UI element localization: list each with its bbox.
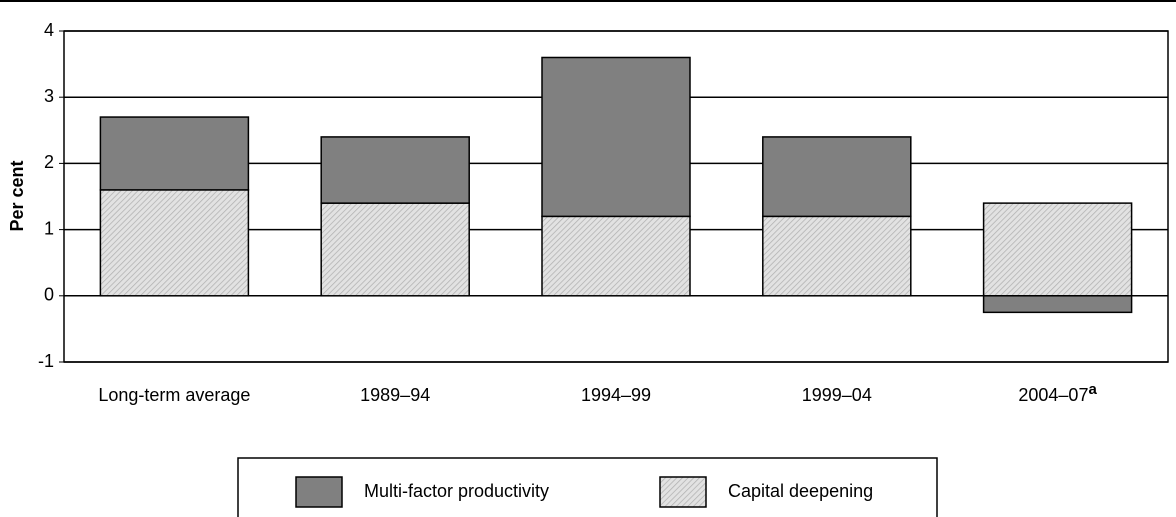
- y-axis-label: Per cent: [7, 160, 27, 231]
- x-tick-label: 1994–99: [536, 384, 696, 407]
- x-tick-label: 1999–04: [757, 384, 917, 407]
- y-tick-label: -1: [38, 351, 54, 371]
- bar-segment: [99, 189, 250, 297]
- legend-box: [237, 457, 938, 517]
- y-tick-label: 0: [44, 285, 54, 305]
- bar-segment: [99, 116, 250, 191]
- bar-segment: [320, 136, 470, 204]
- x-tick-label: Long-term average: [94, 384, 254, 407]
- legend-swatch: [659, 476, 707, 508]
- x-tick-label: 1989–94: [315, 384, 475, 407]
- y-tick-label: 3: [44, 86, 54, 106]
- category-text: 1999–04: [801, 385, 872, 405]
- y-tick-label: 1: [44, 218, 54, 238]
- bar-segment: [762, 215, 912, 297]
- bar-segment: [541, 215, 691, 297]
- plot-frame: [63, 30, 1169, 363]
- y-tick-label: 2: [44, 152, 54, 172]
- category-text: Long-term average: [98, 385, 251, 405]
- legend-label: Multi-factor productivity: [364, 481, 549, 501]
- y-tick-label: 4: [44, 20, 54, 40]
- bar-segment: [541, 56, 691, 218]
- bar-segment: [982, 202, 1133, 297]
- legend-label: Capital deepening: [728, 481, 873, 501]
- category-text: 1989–94: [360, 385, 431, 405]
- bar-segment: [982, 295, 1133, 314]
- bar-segment: [320, 202, 470, 297]
- x-tick-label: 2004–07a: [978, 381, 1138, 407]
- category-text: 1994–99: [580, 385, 652, 405]
- bar-segment: [762, 136, 912, 218]
- category-text: 2004–07: [1018, 385, 1089, 405]
- legend-swatch: [295, 476, 343, 508]
- footnote-marker: a: [1088, 381, 1097, 398]
